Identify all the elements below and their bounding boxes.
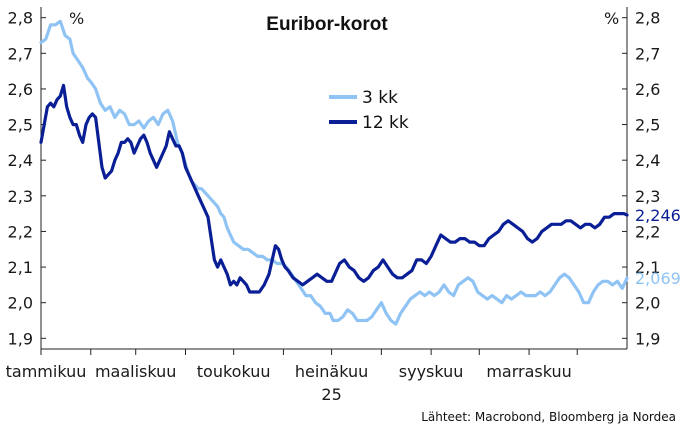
end-label-12kk: 2,246 [635,206,681,225]
y-tick-label-right: 2,1 [635,258,660,277]
x-year-label: 25 [321,385,341,404]
x-tick-label: toukokuu [197,362,271,381]
y-tick-label-left: 2,0 [8,294,33,313]
y-tick-label-right: 2,2 [635,222,660,241]
legend: 3 kk 12 kk [329,88,409,133]
source-note: Lähteet: Macrobond, Bloomberg ja Nordea [421,410,676,424]
y-unit-right: % [604,9,619,28]
y-tick-label-left: 2,6 [8,80,33,99]
y-tick-label-left: 2,8 [8,9,33,28]
legend-label-12kk: 12 kk [362,113,409,133]
y-tick-label-right: 2,0 [635,294,660,313]
y-tick-label-right: 1,9 [635,329,660,348]
x-tick-label: marraskuu [486,362,571,381]
x-tick-label: tammikuu [6,362,87,381]
x-tick-label: heinäkuu [295,362,368,381]
series-layer: 2,069 2,246 [39,19,681,326]
y-tick-label-right: 2,3 [635,187,660,206]
x-tick-label: maaliskuu [95,362,176,381]
axes-layer: 1,9 1,9 2,0 2,0 2,1 2,1 2,2 2,2 2,3 2,3 2,4 2,4 2,5 2… [6,7,660,404]
y-tick-label-left: 2,2 [8,222,33,241]
series-line-3kk [39,19,629,326]
legend-label-3kk: 3 kk [362,88,398,108]
y-tick-label-left: 2,3 [8,187,33,206]
x-tick-label: syyskuu [399,362,464,381]
y-tick-label-right: 2,7 [635,44,660,63]
y-tick-label-left: 2,1 [8,258,33,277]
y-tick-label-left: 2,7 [8,44,33,63]
y-tick-label-left: 1,9 [8,329,33,348]
y-unit-left: % [69,9,84,28]
y-tick-label-right: 2,4 [635,151,660,170]
y-tick-label-right: 2,6 [635,80,660,99]
chart-title: Euribor-korot [266,14,388,35]
y-tick-label-left: 2,4 [8,151,33,170]
y-tick-label-right: 2,8 [635,9,660,28]
end-label-3kk: 2,069 [635,269,681,288]
y-tick-label-right: 2,5 [635,116,660,135]
y-tick-label-left: 2,5 [8,116,33,135]
series-line-12kk [39,83,629,294]
